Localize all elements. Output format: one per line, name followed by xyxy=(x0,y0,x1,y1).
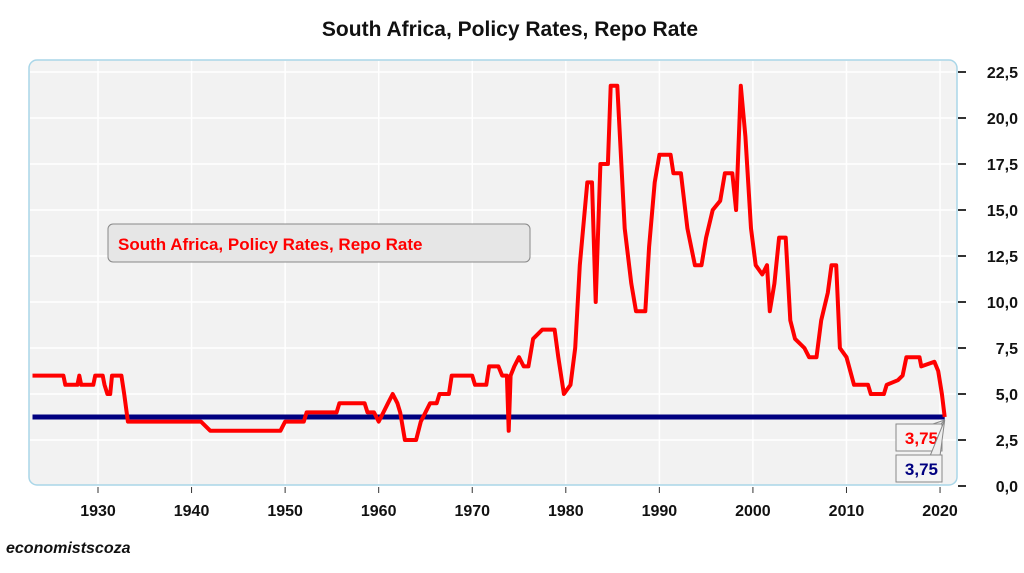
x-tick-label: 1950 xyxy=(267,503,303,520)
chart-title: South Africa, Policy Rates, Repo Rate xyxy=(322,18,698,41)
x-tick-label: 2010 xyxy=(829,503,865,520)
x-tick-label: 1930 xyxy=(80,503,116,520)
y-tick-label: 15,0 xyxy=(987,203,1018,220)
end-label-value: 3,75 xyxy=(905,460,938,479)
x-tick-label: 1970 xyxy=(454,503,490,520)
y-tick-label: 20,0 xyxy=(987,111,1018,128)
source-label: economistscoza xyxy=(6,540,131,557)
y-tick-label: 22,5 xyxy=(987,65,1018,82)
repo-rate-line xyxy=(32,83,947,442)
plot-area xyxy=(28,59,958,486)
x-tick-label: 1980 xyxy=(548,503,584,520)
x-tick-label: 1960 xyxy=(361,503,397,520)
y-tick-label: 0,0 xyxy=(996,479,1018,496)
end-label-value: 3,75 xyxy=(905,429,938,448)
x-tick-label: 2000 xyxy=(735,503,771,520)
x-tick-label: 1940 xyxy=(174,503,210,520)
end-label-box xyxy=(895,454,943,483)
x-tick-label: 1990 xyxy=(642,503,678,520)
y-tick-label: 7,5 xyxy=(996,341,1018,358)
legend-label: South Africa, Policy Rates, Repo Rate xyxy=(118,235,423,254)
legend: South Africa, Policy Rates, Repo Rate xyxy=(107,223,531,263)
y-tick-label: 17,5 xyxy=(987,157,1018,174)
y-tick-label: 5,0 xyxy=(996,387,1018,404)
end-labels: 3,75 3,75 xyxy=(895,419,946,483)
series-lines xyxy=(32,83,947,442)
y-tick-label: 2,5 xyxy=(996,433,1018,450)
y-tick-label: 12,5 xyxy=(987,249,1018,266)
x-axis: 1930 1940 1950 1960 1970 1980 1990 2000 2010 2020 xyxy=(80,487,958,520)
y-tick-label: 10,0 xyxy=(987,295,1018,312)
x-tick-label: 2020 xyxy=(922,503,958,520)
y-axis: 0,0 2,5 5,0 7,5 10,0 12,5 15,0 17,5 20,0 22,5 xyxy=(958,65,1018,496)
